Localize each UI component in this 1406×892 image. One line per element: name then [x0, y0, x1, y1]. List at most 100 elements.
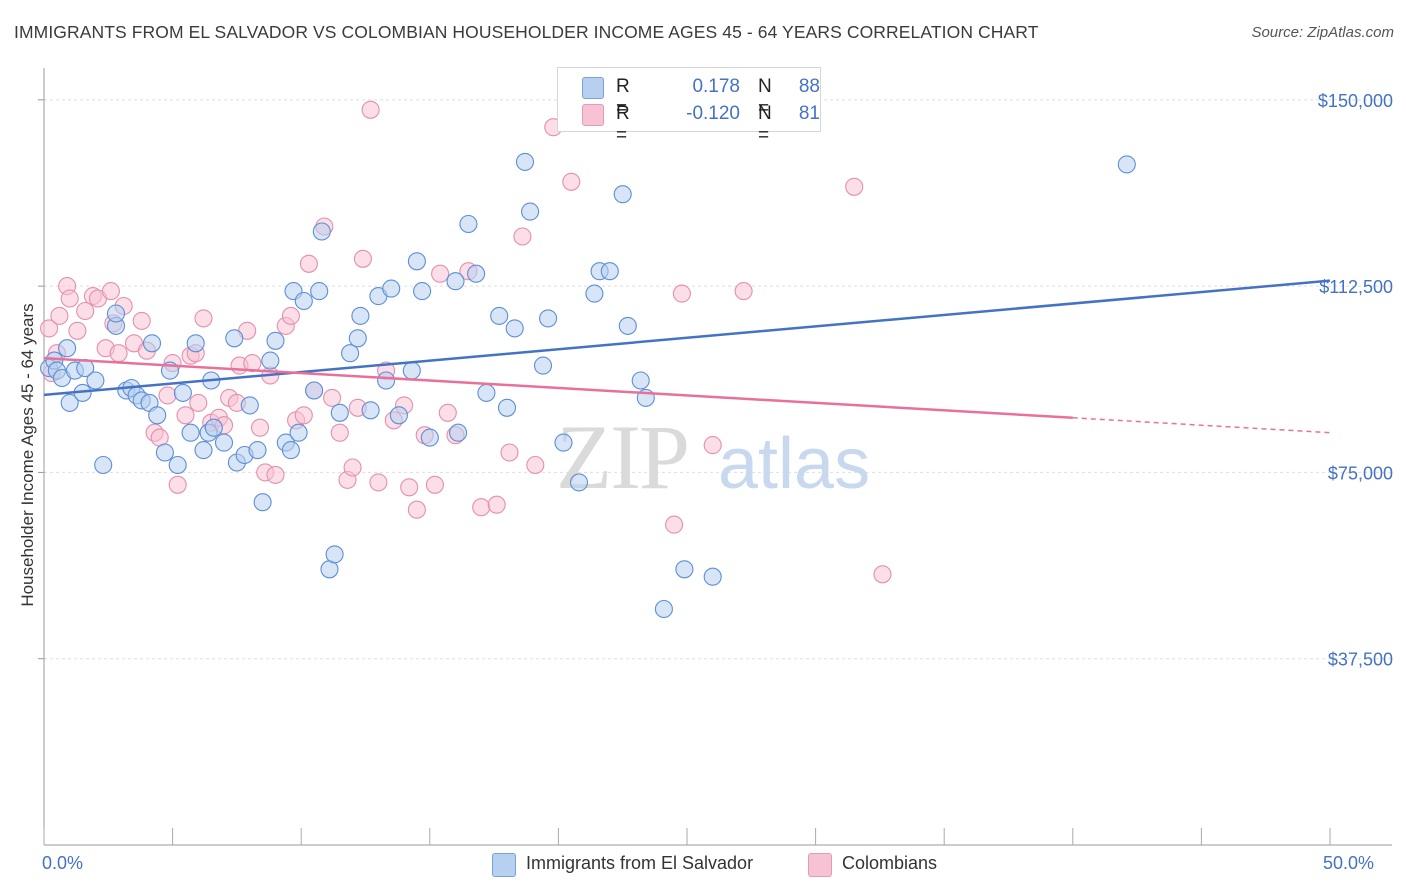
el-salvador-point	[377, 371, 396, 390]
el-salvador-point	[214, 433, 234, 452]
colombian-point	[665, 515, 684, 534]
y-tick-label: $75,000	[1328, 463, 1393, 483]
el-salvador-point	[585, 284, 604, 303]
colombian-point	[407, 500, 426, 519]
colombian-point	[369, 473, 388, 492]
el-salvador-point	[289, 423, 308, 442]
axes	[38, 68, 1392, 846]
el-salvador-point	[1117, 155, 1136, 174]
bottom-legend-swatch-pink	[808, 853, 832, 877]
el-salvador-point	[533, 356, 553, 375]
el-salvador-point	[58, 339, 77, 358]
legend-r-value: 0.178	[692, 76, 740, 97]
colombian-point	[672, 284, 691, 303]
el-salvador-point	[675, 560, 694, 579]
el-salvador-point	[420, 428, 439, 447]
el-salvador-point	[554, 433, 573, 452]
el-salvador-point	[194, 441, 213, 460]
colombian-point	[425, 475, 444, 494]
el-salvador-point	[325, 545, 344, 564]
colombian-point	[353, 249, 372, 268]
colombian-point	[343, 458, 362, 477]
el-salvador-point	[505, 319, 524, 338]
colombian-point	[76, 301, 95, 321]
el-salvador-point	[446, 272, 465, 291]
colombian-point	[250, 418, 270, 437]
el-salvador-point	[600, 262, 619, 281]
el-salvador-point	[186, 334, 205, 353]
colombian-point	[68, 321, 87, 340]
el-salvador-point	[168, 455, 187, 475]
watermark-atlas: atlas	[718, 424, 870, 504]
colombian-point	[873, 565, 892, 584]
watermark-zip: ZIP	[556, 406, 688, 508]
el-salvador-point	[631, 371, 650, 390]
el-salvador-point	[348, 329, 367, 348]
x-tick-min: 0.0%	[42, 853, 84, 873]
el-salvador-point	[515, 152, 535, 171]
colombian-point	[189, 393, 208, 412]
el-salvador-point	[413, 282, 432, 301]
colombian-point	[158, 386, 177, 405]
legend-r-label: R =	[616, 76, 630, 119]
colombian-point	[168, 475, 187, 494]
el-salvador-point	[351, 306, 370, 325]
el-salvador-point	[703, 567, 722, 586]
legend-n-value: 88	[798, 76, 820, 97]
el-salvador-point	[310, 282, 329, 301]
colombian-point	[361, 100, 380, 119]
bottom-legend-swatch-blue	[492, 853, 516, 877]
colombian-point	[60, 289, 79, 308]
colombian-point	[281, 306, 300, 325]
el-salvador-point	[181, 423, 200, 442]
el-salvador-point	[407, 252, 426, 271]
correlation-legend: R = 0.178 N = 88 R = -0.120 N = 81	[557, 67, 821, 146]
colombian-point	[294, 406, 313, 425]
y-tick-label: $37,500	[1328, 650, 1393, 670]
el-salvador-point	[248, 441, 267, 460]
colombian-point	[330, 423, 349, 442]
el-salvador-point	[389, 406, 408, 425]
el-salvador-point	[539, 309, 558, 328]
legend-swatch-blue	[582, 77, 604, 99]
colombian-point	[109, 344, 128, 363]
y-tick-labels: $37,500 $75,000 $112,500 $150,000	[1318, 91, 1393, 670]
el-salvador-point	[402, 361, 421, 380]
legend-r-value: -0.120	[686, 103, 740, 124]
el-salvador-point	[569, 473, 589, 492]
el-salvador-point	[382, 279, 401, 298]
colombians-points	[40, 100, 892, 584]
el-salvador-point	[173, 383, 192, 402]
colombian-point	[487, 495, 506, 514]
colombian-point	[194, 309, 213, 328]
el-salvador-point	[253, 493, 272, 512]
el-salvador-point	[477, 383, 496, 402]
colombian-point	[132, 311, 151, 330]
colombians-trend-extension	[1072, 417, 1331, 434]
el-salvador-point	[521, 202, 540, 221]
y-tick-label: $150,000	[1318, 91, 1393, 111]
el-salvador-point	[361, 401, 380, 420]
el-salvador-point	[225, 329, 244, 348]
colombian-point	[472, 498, 491, 517]
el-salvador-point	[618, 316, 637, 335]
colombian-point	[243, 354, 262, 373]
el-salvador-point	[106, 304, 126, 323]
colombian-point	[299, 254, 318, 273]
legend-r-label: R =	[616, 103, 630, 146]
el-salvador-point	[312, 222, 331, 241]
el-salvador-point	[467, 264, 486, 283]
y-axis-label: Householder Income Ages 45 - 64 years	[18, 303, 37, 607]
colombian-point	[101, 282, 120, 301]
el-salvador-point	[281, 441, 300, 460]
bottom-legend-label: Colombians	[842, 853, 938, 873]
colombian-point	[438, 403, 457, 422]
el-salvador-point	[459, 214, 478, 234]
el-salvador-point	[148, 406, 167, 425]
colombian-point	[266, 465, 285, 484]
el-salvador-point	[204, 418, 223, 437]
colombian-point	[703, 436, 722, 455]
el-salvador-point	[94, 455, 113, 475]
el-salvador-point	[449, 423, 468, 442]
